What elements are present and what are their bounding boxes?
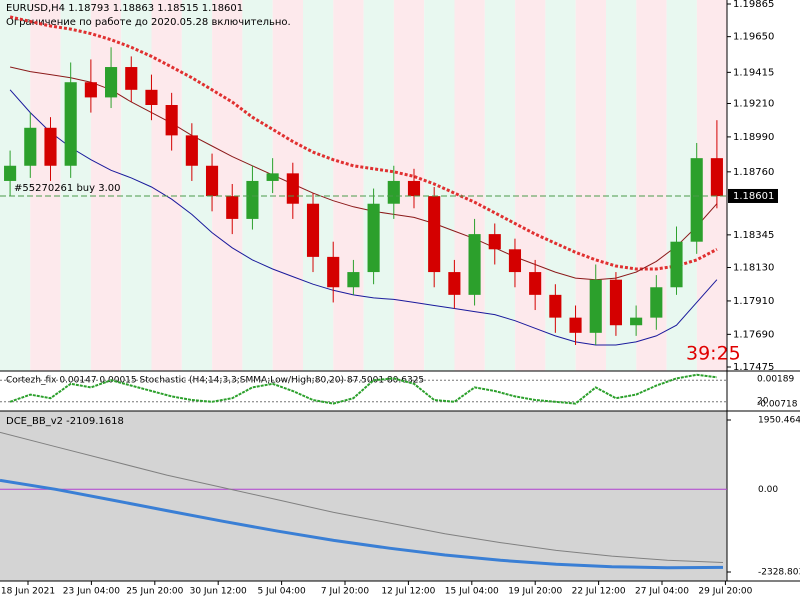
indicator-line (9, 66, 718, 281)
y-tick-label: 1.19210 (733, 98, 774, 109)
y-tick-label: 1.19415 (733, 67, 774, 78)
y-tick-label: 1.19865 (733, 0, 774, 10)
candle-body (630, 317, 643, 326)
candle-body (710, 158, 723, 197)
candle-body (468, 234, 481, 295)
session-stripe (60, 0, 91, 371)
dce-panel-bg (0, 411, 727, 581)
candle-body (670, 241, 683, 288)
candle-body (569, 317, 582, 333)
candle-body (488, 234, 501, 250)
candle-body (165, 105, 178, 136)
candle-body (690, 158, 703, 242)
x-tick-label: 27 Jul 04:00 (635, 587, 689, 597)
session-stripe (484, 0, 516, 371)
candle-body (448, 272, 461, 295)
candle-body (387, 180, 400, 204)
x-tick-label: 25 Jun 20:00 (126, 587, 183, 597)
x-tick-label: 18 Jun 2021 (1, 587, 55, 597)
y-tick-label: 0.00 (758, 485, 778, 495)
x-tick-label: 22 Jul 12:00 (572, 587, 626, 597)
order-label: #55270261 buy 3.00 (14, 183, 121, 194)
dce-line (0, 478, 724, 570)
y-tick-label: 1950.464 (758, 416, 800, 426)
stochastic-axis-label: 0.00189 (757, 375, 794, 385)
symbol-header: EURUSD,H4 1.18793 1.18863 1.18515 1.1860… (6, 3, 243, 14)
session-stripe (0, 0, 31, 371)
dce-line (0, 431, 724, 563)
y-tick-label: 1.17475 (733, 362, 774, 373)
candle-body (246, 180, 259, 219)
session-stripe (454, 0, 485, 371)
stochastic-line (9, 373, 718, 405)
current-price-label: 1.18601 (733, 191, 774, 202)
y-tick-label: 1.18345 (733, 230, 774, 241)
candle-body (84, 82, 97, 98)
x-tick-label: 19 Jul 20:00 (508, 587, 562, 597)
y-tick-label: 1.17910 (733, 296, 774, 307)
stochastic-axis-label: -0.00718 (757, 400, 798, 410)
y-tick-label: 1.17690 (733, 329, 774, 340)
session-stripe (30, 0, 61, 371)
candle-body (286, 173, 299, 204)
candle-body (145, 89, 158, 106)
bar-timer: 39:25 (686, 343, 741, 365)
candle-body (589, 279, 602, 333)
candle-body (4, 165, 17, 181)
candle-body (407, 180, 421, 197)
session-stripe (151, 0, 182, 371)
candle-body (327, 256, 340, 288)
notice: Ограничение по работе до 2020.05.28 вклю… (6, 17, 291, 28)
stochastic-title: Cortezh_fix 0.00147 0.00015 Stochastic (… (6, 376, 424, 386)
x-tick-label: 23 Jun 04:00 (63, 587, 120, 597)
candle-body (549, 294, 562, 318)
y-tick-label: 1.18990 (733, 132, 774, 143)
x-tick-label: 7 Jul 20:00 (321, 587, 370, 597)
candle-body (508, 249, 522, 273)
session-stripe (333, 0, 364, 371)
x-tick-label: 29 Jul 20:00 (698, 587, 752, 597)
stochastic-axis-label: 20 (757, 397, 769, 407)
candle-body (306, 203, 320, 257)
session-stripe (0, 371, 727, 411)
y-tick-label: 1.18760 (733, 167, 774, 178)
dce-title: DCE_BB_v2 -2109.1618 (6, 416, 124, 427)
candle-body (650, 287, 663, 318)
session-stripe (303, 0, 334, 371)
sessions (0, 0, 728, 411)
candle-body (205, 165, 219, 197)
candle-body (347, 272, 360, 288)
indicator-line (9, 15, 718, 271)
y-tick-label: 1.18130 (733, 263, 774, 274)
candle-body (64, 82, 77, 166)
session-stripe (90, 0, 122, 371)
candle-body (609, 279, 622, 326)
candle-body (428, 196, 441, 273)
candle-body (44, 127, 57, 166)
x-tick-label: 12 Jul 12:00 (381, 587, 435, 597)
y-tick-label: -2328.8034 (758, 568, 800, 578)
current-price-box (728, 188, 778, 203)
x-tick-label: 30 Jun 12:00 (190, 587, 247, 597)
candle-body (266, 173, 279, 181)
candle-body (24, 127, 37, 166)
candle-body (367, 203, 380, 273)
x-tick-label: 15 Jul 04:00 (445, 587, 499, 597)
candle-body (226, 196, 239, 219)
session-stripe (515, 0, 546, 371)
indicator-line (9, 89, 718, 346)
candle-body (185, 135, 198, 166)
candle-body (125, 67, 138, 90)
candle-body (105, 67, 118, 98)
session-stripe (121, 0, 152, 371)
y-tick-label: 1.19650 (733, 32, 774, 43)
x-tick-label: 5 Jul 04:00 (257, 587, 306, 597)
candle-body (529, 272, 542, 295)
